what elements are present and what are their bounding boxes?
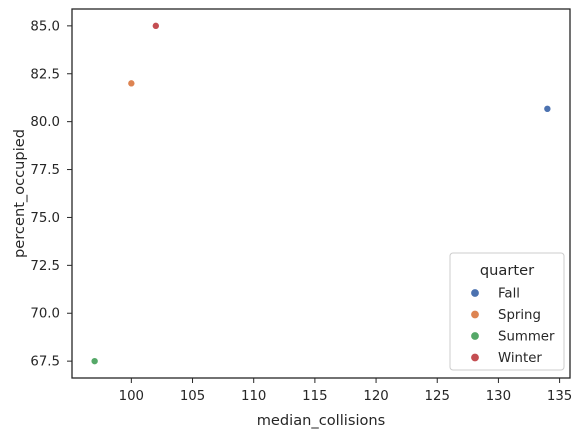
y-tick-label: 77.5: [30, 163, 60, 178]
plot-frame: [71, 8, 571, 379]
legend-entry-fall: Fall: [498, 287, 520, 302]
y-tick-label: 75.0: [30, 211, 60, 226]
x-tick-label: 135: [547, 389, 572, 404]
legend-marker-winter: [470, 352, 480, 363]
y-tick-label: 72.5: [30, 259, 60, 274]
x-tick-label: 110: [241, 389, 266, 404]
x-tick-label: 100: [119, 389, 144, 404]
y-tick-label: 67.5: [30, 355, 60, 370]
x-axis-label: median_collisions: [257, 412, 386, 429]
data-point-winter: [151, 21, 160, 30]
y-tick-label: 80.0: [30, 115, 60, 130]
x-tick-label: 105: [180, 389, 205, 404]
legend-entry-winter: Winter: [498, 351, 542, 366]
x-tick-label: 125: [425, 389, 450, 404]
y-axis-label: percent_occupied: [11, 129, 28, 258]
legend-entry-spring: Spring: [498, 308, 541, 323]
legend-marker-spring: [470, 309, 480, 320]
x-axis-ticks: 100 105 110 115 120 125 130 135: [119, 378, 572, 404]
legend-title: quarter: [480, 262, 534, 279]
y-tick-label: 70.0: [30, 307, 60, 322]
data-point-fall: [543, 104, 552, 113]
legend: quarter Fall Spring Summer Winter: [449, 252, 565, 371]
data-point-summer: [90, 357, 99, 366]
x-tick-label: 120: [363, 389, 388, 404]
x-tick-label: 130: [486, 389, 511, 404]
y-tick-label: 85.0: [30, 19, 60, 34]
data-points: [90, 21, 552, 366]
legend-marker-summer: [470, 331, 480, 341]
legend-frame: [449, 252, 565, 371]
x-tick-label: 115: [302, 389, 327, 404]
y-axis-ticks: 67.5 70.0 72.5 75.0 77.5 80.0 82.5 85.0: [30, 19, 72, 370]
legend-marker-fall: [470, 288, 480, 298]
data-point-spring: [127, 79, 136, 88]
y-tick-label: 82.5: [30, 67, 60, 82]
legend-entry-summer: Summer: [498, 330, 555, 345]
